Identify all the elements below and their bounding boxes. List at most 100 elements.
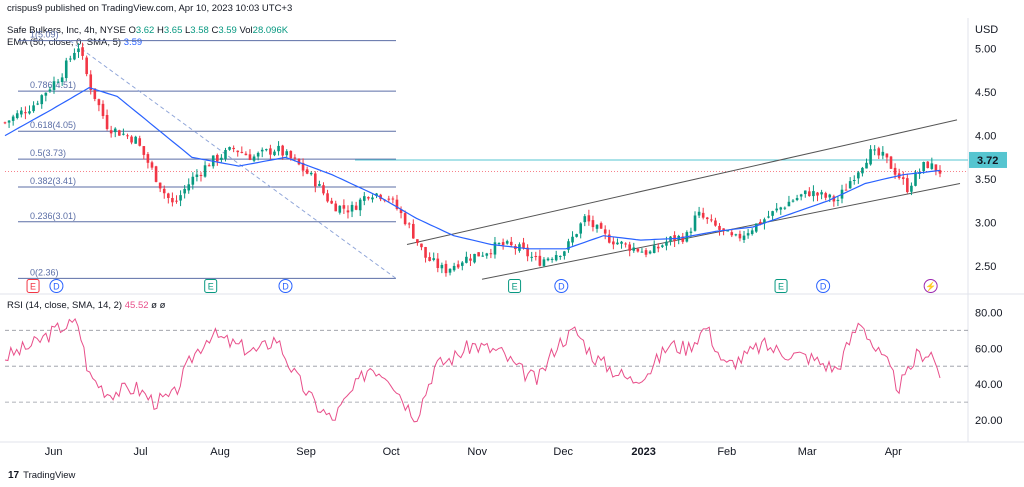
time-axis-label: Jun	[45, 446, 63, 458]
candle-body	[64, 60, 68, 79]
candle-body	[607, 234, 611, 243]
candle-body	[20, 110, 23, 115]
last-price-badge	[969, 151, 1007, 168]
fib-level-label: 0.382(3.41)	[30, 176, 76, 186]
candle-body	[387, 198, 391, 200]
candle-body	[138, 138, 142, 146]
candle-body	[583, 216, 587, 223]
time-axis-label: Apr	[885, 446, 902, 458]
candle-body	[844, 189, 848, 191]
fib-level-label: 0.618(4.05)	[30, 120, 76, 130]
time-axis-label: Aug	[210, 446, 230, 458]
candle-body	[616, 242, 619, 245]
candle-body	[167, 193, 170, 199]
candle-body	[452, 265, 456, 271]
candle-body	[648, 251, 652, 254]
candle-body	[799, 194, 803, 197]
time-axis-label: Nov	[467, 446, 487, 458]
candle-body	[710, 219, 713, 221]
candle-body	[416, 239, 419, 243]
candle-body	[199, 174, 203, 176]
candle-body	[816, 192, 819, 196]
candle-body	[252, 156, 256, 161]
candle-body	[922, 161, 925, 171]
candle-body	[69, 58, 72, 60]
event-marker-label: ⚡	[925, 281, 936, 293]
candle-body	[469, 258, 472, 261]
candle-body	[705, 217, 709, 220]
candle-body	[60, 77, 64, 83]
candle-body	[236, 150, 240, 153]
fib-level-label: 1(5.09)	[30, 30, 59, 40]
candle-body	[248, 154, 252, 160]
candle-body	[305, 169, 309, 174]
open-value: 3.62	[135, 25, 155, 36]
candle-body	[771, 211, 774, 216]
event-marker	[204, 279, 218, 293]
time-axis-label: Jul	[134, 446, 148, 458]
tradingview-logo-icon: 17	[8, 470, 20, 481]
candle-body	[367, 197, 370, 199]
candle-body	[354, 205, 358, 210]
candle-body	[563, 251, 566, 256]
ema-line	[4, 87, 941, 250]
candle-body	[363, 196, 366, 201]
candle-body	[693, 215, 697, 231]
event-marker	[816, 279, 831, 293]
last-price-label: 3.72	[977, 155, 998, 167]
candle-body	[256, 152, 260, 157]
candle-body	[346, 210, 350, 213]
candle-body	[656, 246, 660, 249]
candle-body	[889, 156, 893, 169]
candle-body	[191, 176, 195, 185]
candle-body	[869, 149, 872, 165]
candle-body	[530, 256, 534, 258]
candle-body	[48, 89, 52, 92]
candle-body	[652, 245, 656, 253]
symbol-legend: Safe Bulkers, Inc, 4h, NYSE O3.62 H3.65 …	[7, 25, 288, 36]
candle-body	[595, 224, 599, 229]
candle-body	[808, 191, 811, 197]
candle-body	[599, 223, 603, 229]
time-axis-label: Sep	[296, 446, 316, 458]
candle-body	[322, 185, 325, 194]
time-axis-label: Mar	[798, 446, 817, 458]
close-value: 3.59	[218, 25, 237, 36]
candle-body	[301, 162, 305, 171]
candle-body	[154, 166, 158, 182]
volume-label: Vol	[239, 25, 253, 36]
price-tick-label: 2.50	[975, 261, 996, 273]
event-marker-label: E	[208, 282, 214, 292]
candle-body	[203, 165, 207, 177]
candle-body	[269, 148, 272, 155]
candle-body	[534, 256, 538, 258]
event-marker	[278, 279, 293, 293]
event-marker	[508, 279, 522, 293]
close-label: C	[211, 25, 219, 36]
candle-body	[726, 230, 729, 232]
candle-body	[481, 255, 485, 257]
event-marker	[923, 279, 938, 293]
ema-value: 3.59	[123, 37, 143, 48]
candle-body	[857, 172, 860, 179]
brand-label: TradingView	[23, 470, 76, 481]
candle-body	[636, 248, 640, 252]
candle-body	[624, 243, 627, 245]
candle-body	[861, 167, 864, 174]
candle-body	[297, 158, 301, 165]
candle-body	[318, 184, 321, 186]
candle-body	[24, 112, 27, 114]
time-axis-label: Feb	[717, 446, 736, 458]
candle-body	[644, 250, 648, 255]
symbol-title: Safe Bulkers, Inc, 4h, NYSE	[7, 25, 126, 36]
candle-body	[722, 228, 725, 231]
fib-trend-dashed-line	[69, 40, 397, 279]
candle-body	[750, 230, 754, 235]
rsi-ma-value: ø	[151, 300, 157, 311]
tradingview-brand[interactable]: 17 TradingView	[8, 470, 75, 481]
candle-body	[309, 172, 313, 175]
open-label: O	[128, 25, 136, 36]
candle-body	[460, 262, 464, 266]
